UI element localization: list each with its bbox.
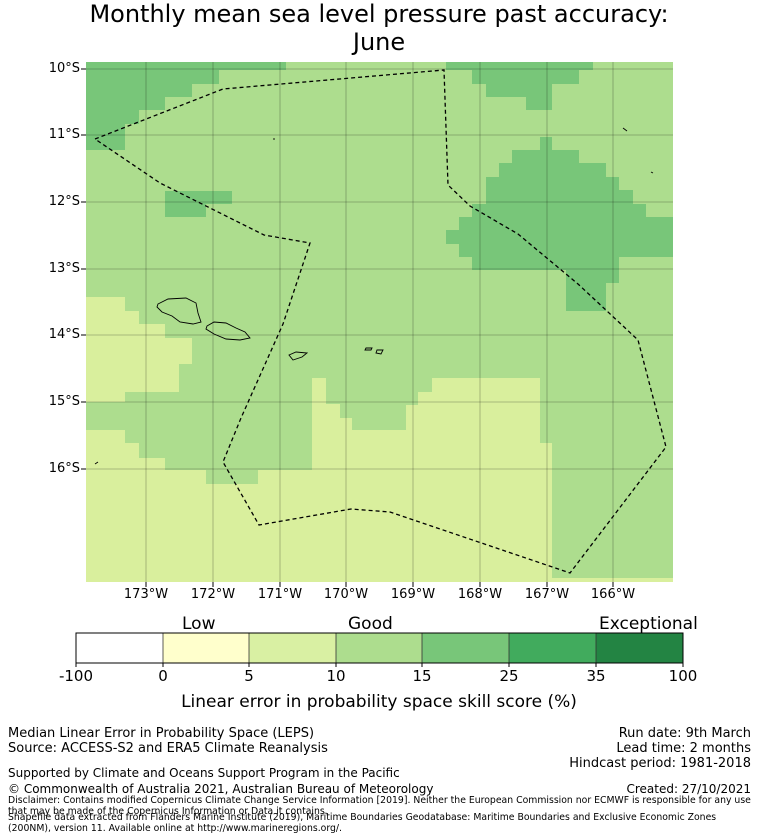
colorbar	[75, 632, 684, 667]
lon-label-171w: 171°W	[257, 587, 303, 602]
island-manua-2	[375, 349, 384, 355]
colorbar-category-low: Low	[182, 614, 216, 634]
colorbar-tick-label: 10	[326, 667, 346, 685]
colorbar-tick-label: 5	[244, 667, 254, 685]
lon-label-170w: 170°W	[323, 587, 369, 602]
lat-label-14s: 14°S	[48, 327, 80, 342]
lon-label-166w: 166°W	[590, 587, 636, 602]
run-date-text: Run date: 9th March	[618, 726, 751, 741]
lon-label-168w: 168°W	[457, 587, 503, 602]
copyright-text: © Commonwealth of Australia 2021, Austra…	[8, 782, 434, 796]
colorbar-frame	[75, 632, 684, 664]
colorbar-tick-label: 100	[668, 667, 698, 685]
source-text: Source: ACCESS-S2 and ERA5 Climate Reana…	[8, 741, 328, 756]
island-outlines	[94, 127, 654, 465]
island-manua-1	[364, 347, 373, 351]
created-text: Created: 27/10/2021	[626, 782, 751, 796]
lon-label-172w: 172°W	[190, 587, 236, 602]
island-islet-4	[94, 461, 99, 465]
colorbar-tick-label: 35	[586, 667, 606, 685]
island-savaii	[156, 297, 202, 325]
island-islet-3	[650, 171, 654, 174]
island-tutuila	[288, 351, 309, 361]
colorbar-tick-label: 0	[158, 667, 168, 685]
lat-label-12s: 12°S	[48, 194, 80, 209]
colorbar-segment-5	[422, 633, 509, 663]
shapefile-text: Shapefile data extracted from Flanders M…	[8, 812, 717, 834]
skill-region-10-15-northwest	[86, 62, 286, 150]
lon-label-167w: 167°W	[524, 587, 570, 602]
lat-label-10s: 10°S	[48, 61, 80, 76]
colorbar-segment-1	[76, 633, 163, 663]
colorbar-tick-label: 15	[412, 667, 432, 685]
axis-ticks	[81, 68, 614, 587]
supported-text: Supported by Climate and Oceans Support …	[8, 766, 400, 780]
island-islet-2	[622, 127, 628, 132]
lat-label-15s: 15°S	[48, 394, 80, 409]
colorbar-tick-label: -100	[58, 667, 94, 685]
eez-boundary	[93, 69, 667, 574]
colorbar-segment-4	[336, 633, 422, 663]
lat-label-13s: 13°S	[48, 261, 80, 276]
colorbar-title: Linear error in probability space skill …	[181, 692, 577, 712]
lead-time-text: Lead time: 2 months	[616, 741, 751, 756]
chart-title: Monthly mean sea level pressure past acc…	[0, 0, 758, 56]
skill-region-10-15-east	[446, 137, 673, 311]
skill-region-10-15-north	[446, 62, 593, 110]
colorbar-segment-7	[596, 633, 683, 663]
method-text: Median Linear Error in Probability Space…	[8, 726, 315, 741]
colorbar-category-exceptional: Exceptional	[599, 614, 698, 634]
lat-label-16s: 16°S	[48, 461, 80, 476]
colorbar-segment-6	[509, 633, 596, 663]
island-upolu	[205, 321, 251, 341]
lon-label-173w: 173°W	[123, 587, 169, 602]
map-panel	[86, 62, 673, 582]
title-line-2: June	[352, 28, 406, 56]
colorbar-segment-2	[163, 633, 249, 663]
skill-region-10-15-west	[165, 191, 232, 217]
hindcast-text: Hindcast period: 1981-2018	[569, 756, 751, 771]
colorbar-tick-label: 25	[499, 667, 519, 685]
lon-label-169w: 169°W	[390, 587, 436, 602]
gridlines	[86, 62, 673, 582]
disclaimer-text: Disclaimer: Contains modified Copernicus…	[8, 795, 751, 817]
lat-label-11s: 11°S	[48, 127, 80, 142]
title-line-1: Monthly mean sea level pressure past acc…	[89, 0, 669, 28]
colorbar-segment-3	[249, 633, 336, 663]
colorbar-category-good: Good	[348, 614, 393, 634]
